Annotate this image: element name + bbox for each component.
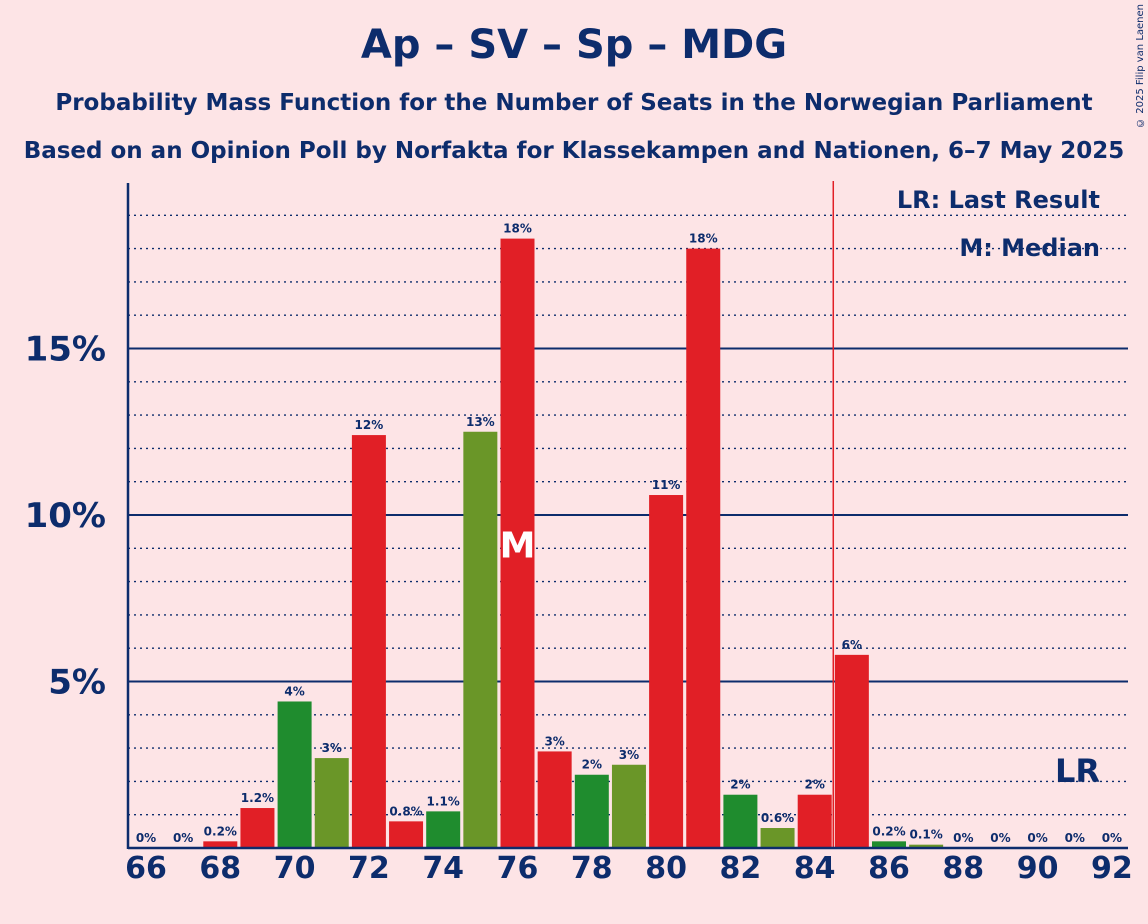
bar-seat-77 bbox=[537, 751, 572, 848]
bar-seat-68 bbox=[203, 841, 238, 848]
x-tick-label: 90 bbox=[1017, 851, 1059, 886]
data-label-seat-87: 0.1% bbox=[910, 828, 943, 842]
x-tick-label: 70 bbox=[274, 851, 316, 886]
data-label-seat-74: 1.1% bbox=[427, 794, 460, 808]
x-tick-label: 68 bbox=[199, 851, 241, 886]
bar-seat-74 bbox=[426, 811, 461, 848]
bar-seat-78 bbox=[574, 774, 609, 848]
bar-seat-79 bbox=[611, 764, 646, 848]
legend-last-result: LR: Last Result bbox=[896, 186, 1100, 214]
bar-seat-71 bbox=[314, 758, 349, 848]
x-tick-label: 84 bbox=[794, 851, 836, 886]
data-label-seat-79: 3% bbox=[619, 748, 639, 762]
x-tick-label: 88 bbox=[942, 851, 984, 886]
y-tick-label: 10% bbox=[25, 496, 106, 536]
data-label-seat-73: 0.8% bbox=[389, 804, 422, 818]
bar-seat-81 bbox=[686, 248, 721, 849]
x-tick-label: 92 bbox=[1091, 851, 1133, 886]
last-result-marker-label: LR bbox=[1054, 752, 1100, 790]
data-label-seat-81: 18% bbox=[689, 232, 718, 246]
bar-seat-80 bbox=[649, 495, 684, 848]
bar-seat-72 bbox=[351, 435, 386, 848]
data-label-seat-66: 0% bbox=[136, 831, 156, 845]
data-label-seat-92: 0% bbox=[1102, 831, 1122, 845]
x-tick-label: 78 bbox=[571, 851, 613, 886]
bar-seat-83 bbox=[760, 828, 795, 848]
y-tick-label: 5% bbox=[48, 663, 106, 703]
bar-seat-69 bbox=[240, 808, 275, 848]
median-marker: M bbox=[500, 525, 536, 566]
y-tick-label: 15% bbox=[25, 330, 106, 370]
chart-subtitle-2: Based on an Opinion Poll by Norfakta for… bbox=[23, 138, 1125, 164]
bar-seat-87 bbox=[909, 844, 944, 848]
x-tick-label: 82 bbox=[720, 851, 762, 886]
data-label-seat-90: 0% bbox=[1027, 831, 1047, 845]
bar-seat-85 bbox=[834, 654, 869, 848]
bar-seat-84 bbox=[797, 794, 832, 848]
data-label-seat-71: 3% bbox=[322, 741, 342, 755]
data-label-seat-84: 2% bbox=[805, 778, 825, 792]
data-label-seat-80: 11% bbox=[652, 478, 681, 492]
data-label-seat-91: 0% bbox=[1065, 831, 1085, 845]
data-label-seat-77: 3% bbox=[544, 734, 564, 748]
data-label-seat-72: 12% bbox=[355, 418, 384, 432]
x-tick-label: 74 bbox=[422, 851, 464, 886]
x-tick-label: 66 bbox=[125, 851, 167, 886]
data-label-seat-67: 0% bbox=[173, 831, 193, 845]
bar-seat-70 bbox=[277, 701, 312, 848]
x-tick-label: 86 bbox=[868, 851, 910, 886]
data-label-seat-68: 0.2% bbox=[204, 824, 237, 838]
legend-median: M: Median bbox=[959, 234, 1100, 262]
data-label-seat-76: 18% bbox=[503, 222, 532, 236]
data-label-seat-88: 0% bbox=[953, 831, 973, 845]
x-tick-label: 80 bbox=[645, 851, 687, 886]
x-tick-label: 72 bbox=[348, 851, 390, 886]
bar-seat-75 bbox=[463, 431, 498, 848]
data-label-seat-78: 2% bbox=[582, 758, 602, 772]
data-label-seat-85: 6% bbox=[842, 638, 862, 652]
data-label-seat-82: 2% bbox=[730, 778, 750, 792]
data-label-seat-70: 4% bbox=[284, 684, 304, 698]
data-label-seat-89: 0% bbox=[990, 831, 1010, 845]
bar-seat-73 bbox=[389, 821, 424, 848]
chart-title: Ap – SV – Sp – MDG bbox=[360, 22, 788, 68]
data-label-seat-69: 1.2% bbox=[241, 791, 274, 805]
chart-subtitle-1: Probability Mass Function for the Number… bbox=[55, 90, 1093, 116]
bar-seat-86 bbox=[872, 841, 906, 848]
data-label-seat-83: 0.6% bbox=[761, 811, 794, 825]
bar-seat-76 bbox=[500, 238, 535, 849]
data-label-seat-75: 13% bbox=[466, 415, 495, 429]
data-label-seat-86: 0.2% bbox=[872, 824, 905, 838]
bar-seat-82 bbox=[723, 794, 758, 848]
x-tick-label: 76 bbox=[497, 851, 539, 886]
